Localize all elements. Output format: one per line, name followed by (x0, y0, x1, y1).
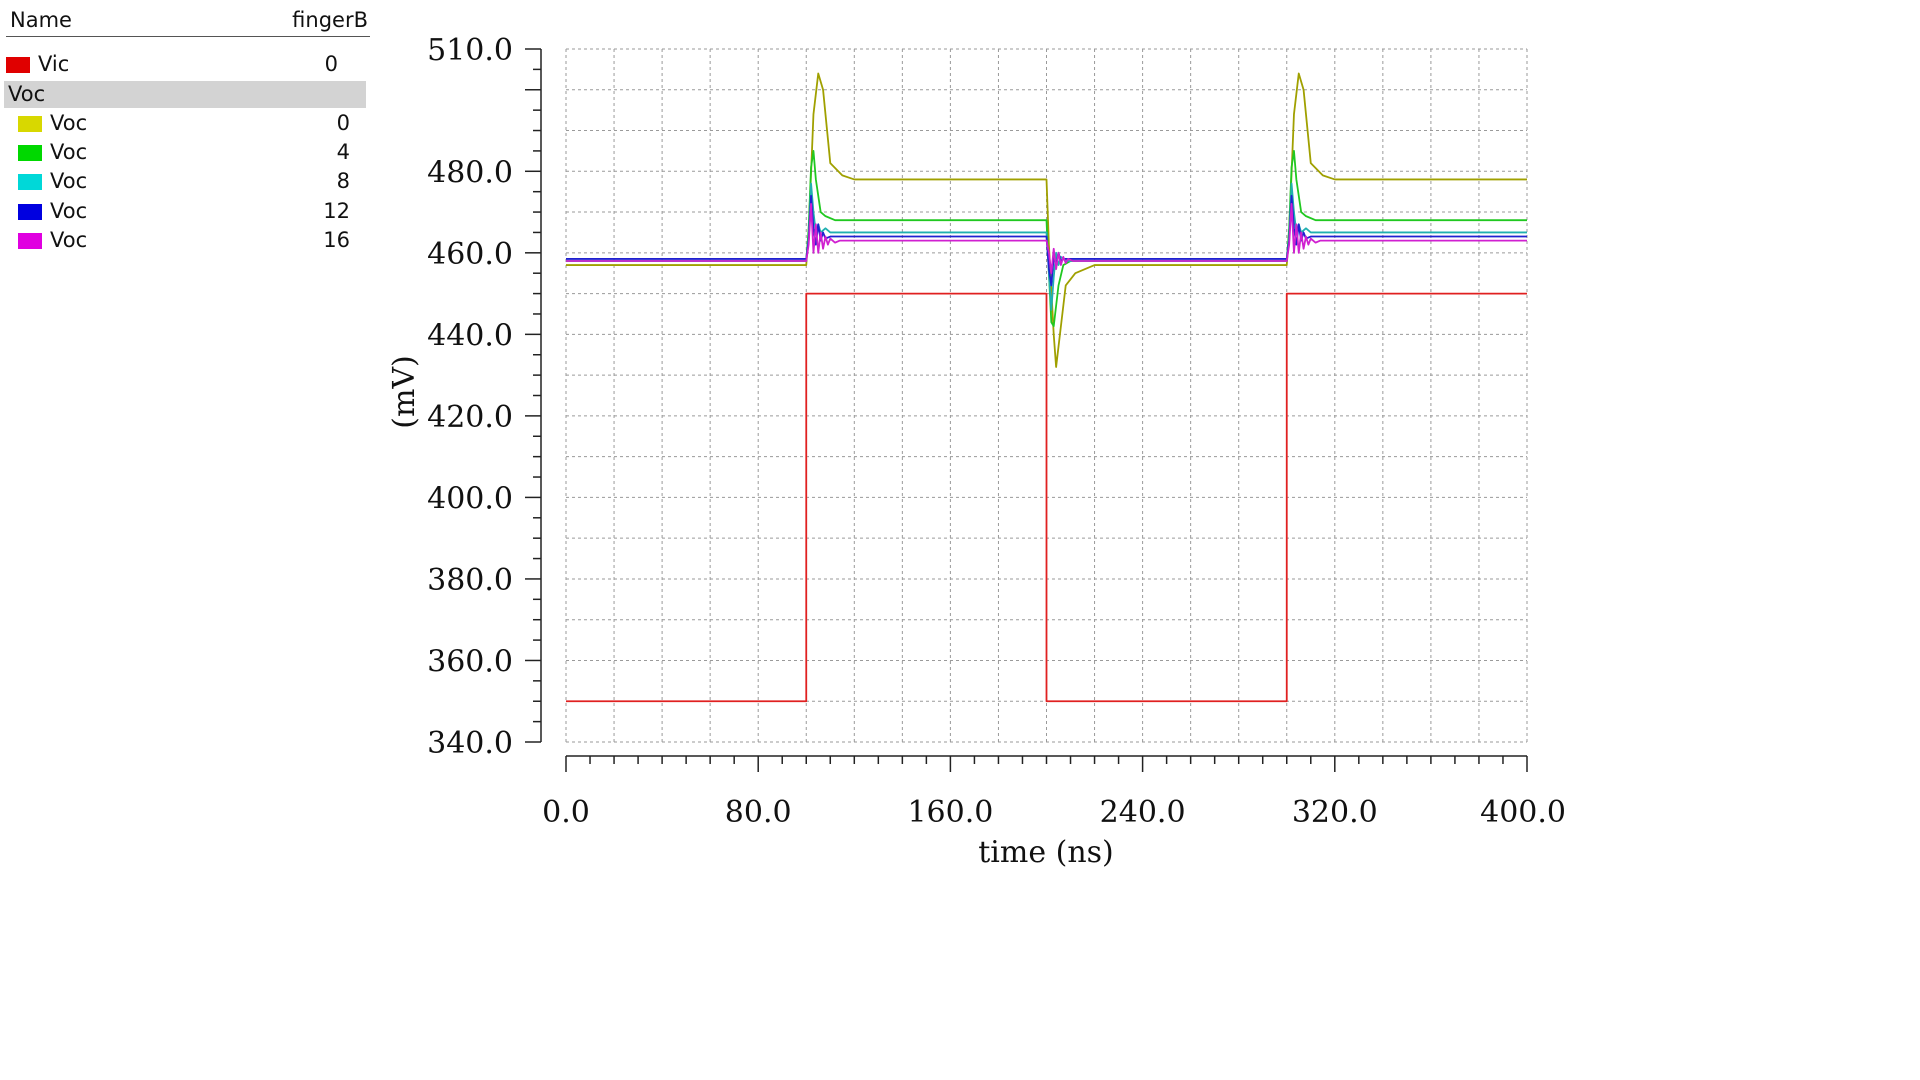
legend-value: 4 (336, 140, 350, 164)
x-axis-title: time (ns) (978, 835, 1114, 870)
legend-swatch (18, 233, 42, 249)
series-group (566, 72, 1527, 703)
legend-value: 12 (323, 199, 350, 223)
x-tick-label: 160.0 (907, 795, 993, 830)
y-tick-label: 440.0 (427, 318, 513, 353)
y-tick-label: 460.0 (427, 237, 513, 272)
legend-item-voc-12[interactable]: Voc 12 (18, 198, 366, 226)
legend-value: 0 (324, 52, 338, 76)
legend-item-voc-4[interactable]: Voc 4 (18, 139, 366, 167)
x-tick-label: 0.0 (542, 795, 590, 830)
legend-label: Voc (50, 228, 88, 252)
legend-label: Vic (38, 52, 70, 76)
legend-item-voc-0[interactable]: Voc 0 (18, 110, 366, 138)
legend-item-vic[interactable]: Vic 0 (6, 51, 366, 79)
y-tick-label: 480.0 (427, 155, 513, 190)
y-axis-title: (mV) (387, 355, 422, 429)
waveform-plot[interactable]: 340.0360.0380.0400.0420.0440.0460.0480.0… (0, 0, 1568, 876)
legend-swatch (18, 116, 42, 132)
legend-value: 16 (323, 228, 350, 252)
legend-header-param: fingerB (292, 8, 368, 32)
series-line-voc-16 (566, 203, 1527, 275)
axes: 340.0 360.0 380.0 400.0 420.0 440.0 460.0 480.0… (427, 33, 1566, 830)
series-line-voc-4 (566, 150, 1527, 328)
legend-label: Voc (50, 169, 88, 193)
x-tick-label: 400.0 (1480, 795, 1566, 830)
legend-item-voc-8[interactable]: Voc 8 (18, 168, 366, 196)
legend-group-label: Voc (8, 82, 46, 106)
legend-header: Name fingerB (6, 4, 370, 37)
legend-label: Voc (50, 111, 88, 135)
legend-label: Voc (50, 140, 88, 164)
y-tick-label: 340.0 (427, 726, 513, 761)
x-tick-label: 320.0 (1292, 795, 1378, 830)
y-tick-label: 420.0 (427, 400, 513, 435)
legend-header-name: Name (10, 8, 72, 32)
x-tick-label: 80.0 (725, 795, 792, 830)
legend-swatch (18, 145, 42, 161)
y-tick-label: 510.0 (427, 33, 513, 68)
legend-value: 0 (336, 111, 350, 135)
series-line-voc-0 (566, 72, 1527, 368)
legend-item-voc-16[interactable]: Voc 16 (18, 227, 366, 255)
legend-swatch (18, 204, 42, 220)
legend-label: Voc (50, 199, 88, 223)
y-tick-label: 360.0 (427, 644, 513, 679)
y-tick-label: 380.0 (427, 563, 513, 598)
x-tick-label: 240.0 (1100, 795, 1186, 830)
legend-value: 8 (336, 169, 350, 193)
series-line-vic-0 (566, 292, 1527, 703)
legend-group-voc[interactable]: Voc (4, 81, 366, 108)
legend-swatch-vic (6, 57, 30, 73)
legend-swatch (18, 174, 42, 190)
y-tick-label: 400.0 (427, 481, 513, 516)
